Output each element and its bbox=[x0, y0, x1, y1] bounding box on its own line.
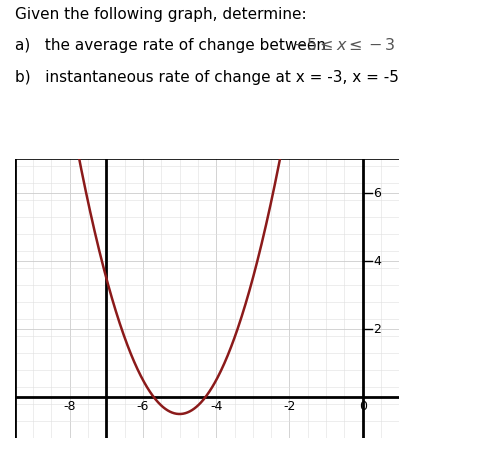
Text: -2: -2 bbox=[283, 400, 296, 413]
Text: Given the following graph, determine:: Given the following graph, determine: bbox=[15, 7, 307, 22]
Text: $-5 \leq x \leq -3$: $-5 \leq x \leq -3$ bbox=[293, 37, 396, 54]
Text: 4: 4 bbox=[373, 255, 381, 268]
Text: 6: 6 bbox=[373, 187, 381, 200]
Text: -6: -6 bbox=[137, 400, 149, 413]
Text: b)   instantaneous rate of change at x = -3, x = -5: b) instantaneous rate of change at x = -… bbox=[15, 70, 399, 84]
Text: -8: -8 bbox=[64, 400, 76, 413]
Text: 0: 0 bbox=[359, 400, 367, 413]
Text: 2: 2 bbox=[373, 323, 381, 336]
Text: a)   the average rate of change between: a) the average rate of change between bbox=[15, 38, 331, 53]
Text: -4: -4 bbox=[210, 400, 222, 413]
